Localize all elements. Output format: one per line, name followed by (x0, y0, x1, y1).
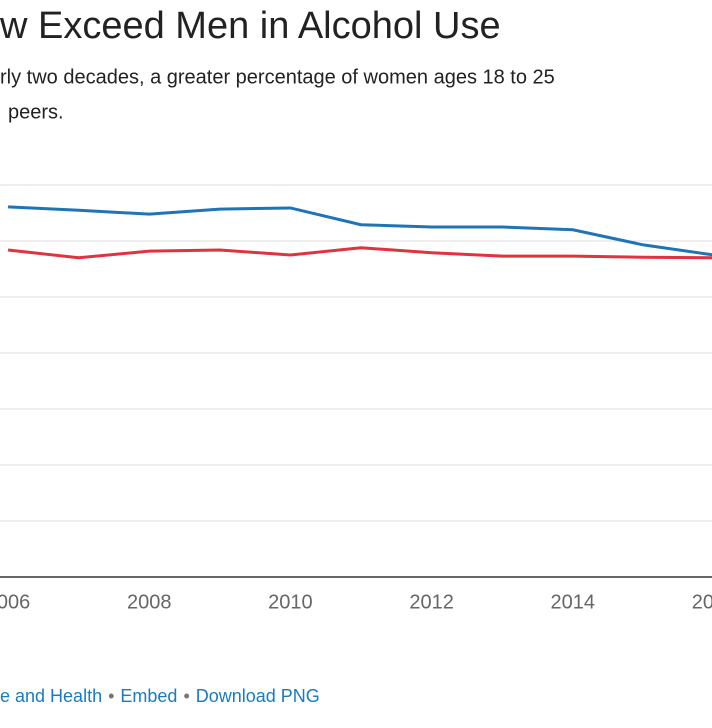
footer-link[interactable]: Download PNG (196, 686, 320, 706)
chart-title: w Exceed Men in Alcohol Use (0, 5, 501, 47)
x-tick-label: 2010 (268, 591, 313, 613)
footer-link[interactable]: e and Health (0, 686, 102, 706)
x-tick-label: 2012 (409, 591, 454, 613)
footer-separator: • (183, 686, 189, 706)
x-tick-label: 2008 (127, 591, 172, 613)
series-line (7, 205, 712, 257)
series-line (7, 246, 712, 260)
x-tick-label: 2006 (0, 591, 30, 613)
subtitle: peers. (8, 101, 64, 123)
subtitle: rly two decades, a greater percentage of… (0, 66, 555, 88)
x-tick-label: 2014 (551, 591, 596, 613)
footer-link[interactable]: Embed (120, 686, 177, 706)
footer-separator: • (108, 686, 114, 706)
x-tick-label: 2016 (692, 591, 712, 613)
